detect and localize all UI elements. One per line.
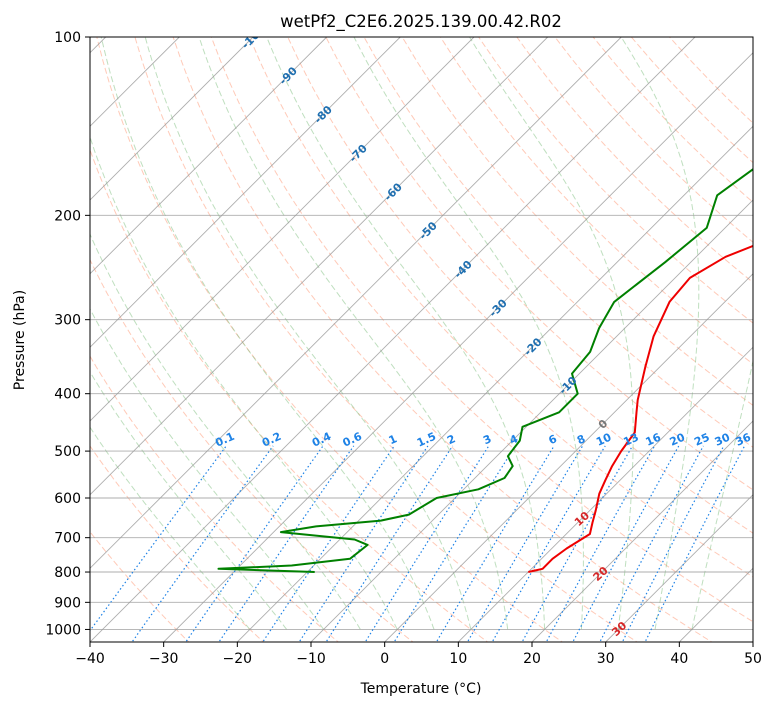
dry-adiabat-line [90,445,265,642]
plot-frame [89,36,754,643]
mixing-ratio-line [364,445,490,642]
mixing-ratio-line [325,445,454,642]
dry-adiabat-line [249,37,753,578]
x-axis-label: Temperature (°C) [360,681,482,697]
sounding-series [217,167,753,573]
y-axis-label: Pressure (hPa) [12,290,28,390]
temperature-line [528,244,753,573]
dewpoint-line [217,167,753,573]
isotherm-line [605,494,753,642]
moist-adiabat-line [353,37,584,630]
chart-title: wetPf2_C2E6.2025.139.00.42.R02 [280,12,562,32]
mixing-ratio-label: 20 [668,431,688,449]
y-tick-label: 400 [54,387,81,403]
isotherm-line [90,37,328,275]
isotherm-line [457,346,753,642]
mixing-ratio-label: 16 [644,431,664,449]
mixing-ratio-label: 30 [713,431,733,449]
y-tick-label: 500 [54,444,81,460]
mixing-ratio-line [572,445,680,642]
mixing-ratio-label: 36 [734,431,754,449]
dry-adiabat-line [96,37,564,642]
moist-adiabat-line [90,370,288,630]
mixing-ratio-label: 10 [594,431,614,449]
mixing-ratio-line [491,445,606,642]
x-tick-label: 0 [380,651,389,667]
mixing-ratio-line [185,445,324,642]
dry-adiabat-line [363,37,753,448]
x-tick-label: 10 [449,651,467,667]
dry-adiabat-line [210,37,753,623]
isotherm-line [90,37,475,422]
mixing-ratio-line [131,445,274,642]
mixing-ratio-line [466,445,584,642]
mixing-ratio-label: 13 [621,431,640,449]
y-tick-label: 100 [54,30,81,46]
axis-ticks: −40 −30 −20 −10 0 10 20 30 40 50 100 200 300 400 500 60… [45,30,762,667]
isotherm-line [90,37,401,348]
mixing-ratio-line [393,445,516,642]
x-tick-label: −30 [149,651,179,667]
dry-adiabat-line [90,148,489,642]
background-lines [90,37,753,642]
moist-adiabat-line [691,358,753,630]
x-tick-label: 50 [744,651,762,667]
x-tick-label: −10 [296,651,326,667]
x-tick-label: 20 [523,651,541,667]
moist-adiabat-line [100,37,435,630]
moist-adiabat-line [90,135,398,630]
mixing-ratio-line [298,445,429,642]
isotherm-line [384,273,753,642]
mixing-ratio-line [218,445,355,642]
moist-adiabat-line [90,232,361,630]
y-tick-label: 300 [54,313,81,329]
isotherm-line [90,37,254,201]
x-tick-label: 30 [597,651,615,667]
y-tick-label: 200 [54,208,81,224]
isotherm-line [310,199,753,642]
moist-adiabat-line [198,37,509,630]
x-tick-label: −20 [223,651,253,667]
moist-adiabat-line [469,37,634,630]
y-tick-label: 900 [54,595,81,611]
isotherm-line [90,37,622,569]
x-tick-label: 40 [670,651,688,667]
y-tick-label: 700 [54,531,81,547]
isotherm-line [236,125,753,642]
y-tick-label: 1000 [45,622,81,638]
dry-adiabat-line [478,37,753,324]
isotherm-line [163,52,753,642]
mixing-ratio-line [599,445,704,642]
y-tick-label: 800 [54,565,81,581]
isotherm-line [90,37,696,642]
mixing-ratio-label: 25 [692,431,711,449]
y-tick-label: 600 [54,491,81,507]
isotherm-line [90,37,549,496]
dry-adiabat-line [401,37,753,406]
moist-adiabat-line [620,37,700,630]
moist-adiabat-line [266,37,546,630]
x-tick-label: −40 [75,651,105,667]
isotherm-line [531,420,753,642]
moist-adiabat-line [90,426,251,630]
